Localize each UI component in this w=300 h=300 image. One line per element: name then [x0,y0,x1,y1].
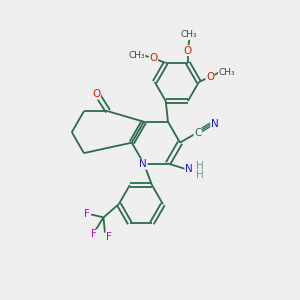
Text: F: F [84,209,90,220]
Text: N: N [140,159,147,169]
Text: H: H [196,160,204,171]
Text: N: N [185,164,193,174]
Text: CH₃: CH₃ [128,51,145,60]
Text: CH₃: CH₃ [218,68,235,77]
Text: F: F [106,232,112,242]
Text: CH₃: CH₃ [181,30,198,39]
Text: H: H [196,170,204,180]
Text: F: F [91,230,97,239]
Text: O: O [149,53,158,64]
Text: C: C [194,128,201,138]
Text: N: N [211,119,219,129]
Text: O: O [184,46,192,56]
Text: O: O [92,89,100,99]
Text: O: O [206,72,214,82]
